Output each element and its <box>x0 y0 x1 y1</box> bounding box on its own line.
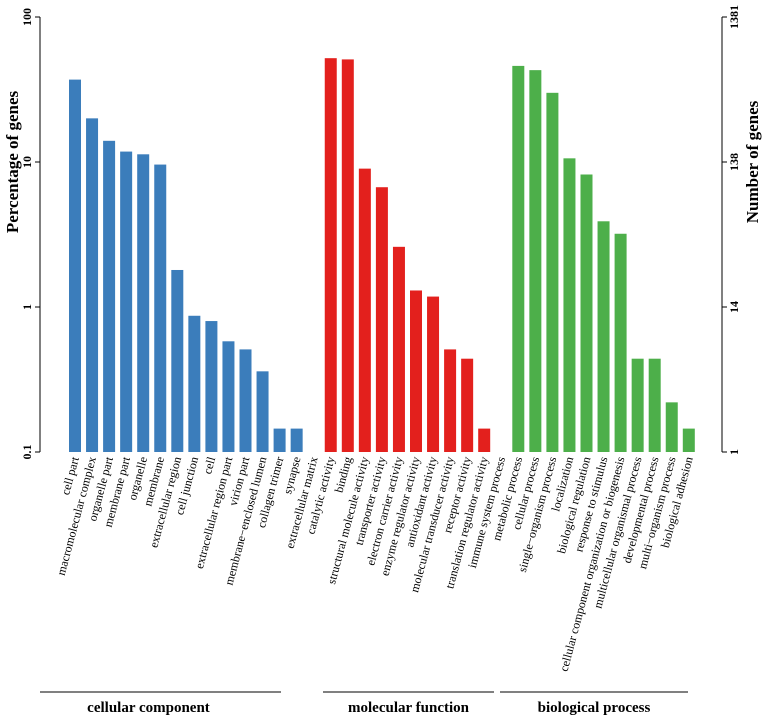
right-tick-label: 138 <box>727 153 741 171</box>
bar-4 <box>120 152 132 452</box>
left-tick-label: 10 <box>20 156 34 168</box>
left-y-axis: 0.1 1 10 100 <box>20 8 40 460</box>
group-label: molecular function <box>348 700 470 716</box>
bar-34 <box>632 359 644 452</box>
bar-23 <box>444 349 456 452</box>
left-tick-label: 0.1 <box>20 445 34 460</box>
bar-20 <box>393 247 405 452</box>
right-tick-label: 1381 <box>727 5 741 29</box>
y2-axis-title: Number of genes <box>743 100 762 223</box>
bar-7 <box>171 270 183 452</box>
bar-35 <box>649 359 661 452</box>
bar-28 <box>529 70 541 452</box>
bar-1 <box>69 80 81 452</box>
bar-5 <box>137 154 149 452</box>
bars <box>69 58 695 452</box>
y-axis-title: Percentage of genes <box>3 90 22 233</box>
group-label: biological process <box>538 700 651 716</box>
bar-30 <box>563 158 575 452</box>
bar-37 <box>683 429 695 452</box>
bar-32 <box>598 221 610 452</box>
bar-12 <box>257 371 269 452</box>
bar-36 <box>666 402 678 452</box>
bar-21 <box>410 290 422 452</box>
bar-6 <box>154 165 166 452</box>
bar-2 <box>86 118 98 452</box>
bar-18 <box>359 169 371 452</box>
bar-9 <box>205 321 217 452</box>
bar-27 <box>512 66 524 452</box>
category-label: cell <box>200 455 218 476</box>
bar-16 <box>325 58 337 452</box>
bar-19 <box>376 187 388 452</box>
bar-25 <box>478 429 490 452</box>
bar-11 <box>240 349 252 452</box>
bar-22 <box>427 297 439 452</box>
bar-13 <box>274 429 286 452</box>
right-tick-label: 1 <box>727 449 741 455</box>
bar-10 <box>222 341 234 452</box>
bar-3 <box>103 141 115 452</box>
bar-33 <box>615 234 627 452</box>
bar-17 <box>342 59 354 452</box>
group-brackets: cellular component molecular function biol… <box>40 692 688 716</box>
bar-24 <box>461 359 473 452</box>
bar-29 <box>546 93 558 452</box>
right-y-axis: 1 14 138 1381 <box>722 5 741 455</box>
go-annotation-chart: 0.1 1 10 100 1 14 138 1381 cell partmacromolec… <box>0 0 765 720</box>
group-label: cellular component <box>87 700 210 716</box>
left-tick-label: 1 <box>20 304 34 310</box>
bar-8 <box>188 316 200 452</box>
right-tick-label: 14 <box>727 301 741 313</box>
bar-31 <box>581 174 593 452</box>
left-tick-label: 100 <box>20 8 34 26</box>
bar-14 <box>291 429 303 452</box>
